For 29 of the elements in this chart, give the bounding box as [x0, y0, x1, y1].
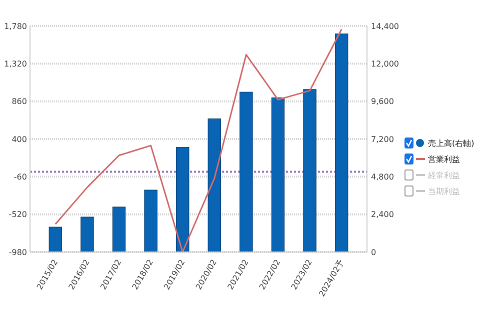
y-tick-label: -60 — [14, 172, 27, 182]
y2-tick-label: 2,400 — [371, 210, 394, 220]
bar — [48, 226, 62, 252]
y-tick-label: 860 — [12, 97, 27, 106]
bar — [144, 190, 158, 252]
y-tick-label: -520 — [8, 210, 27, 220]
bar — [112, 206, 126, 252]
legend-label: 経常利益 — [427, 170, 460, 180]
bar — [240, 92, 253, 252]
legend-label: 売上高(右軸) — [428, 138, 474, 148]
line-series — [54, 28, 342, 253]
y2-tick-label: 9,600 — [371, 97, 394, 106]
bar — [334, 34, 348, 252]
y2-tick-label: 7,200 — [371, 134, 394, 144]
y-tick-label: 1,320 — [4, 59, 27, 68]
y2-tick-label: 14,400 — [371, 22, 399, 31]
legend-label: 営業利益 — [428, 154, 460, 164]
bar — [271, 97, 285, 252]
bar — [80, 216, 94, 252]
y2-tick-label: 0 — [371, 248, 376, 257]
bar — [303, 89, 316, 252]
y-tick-label: 400 — [12, 134, 27, 144]
y2-tick-label: 4,800 — [371, 172, 394, 182]
y-tick-label: -980 — [8, 248, 27, 257]
legend-label: 当期利益 — [428, 186, 460, 196]
bar — [176, 147, 190, 252]
y2-tick-label: 12,000 — [371, 59, 399, 68]
y-tick-label: 1,780 — [4, 22, 27, 31]
bar — [208, 118, 222, 252]
